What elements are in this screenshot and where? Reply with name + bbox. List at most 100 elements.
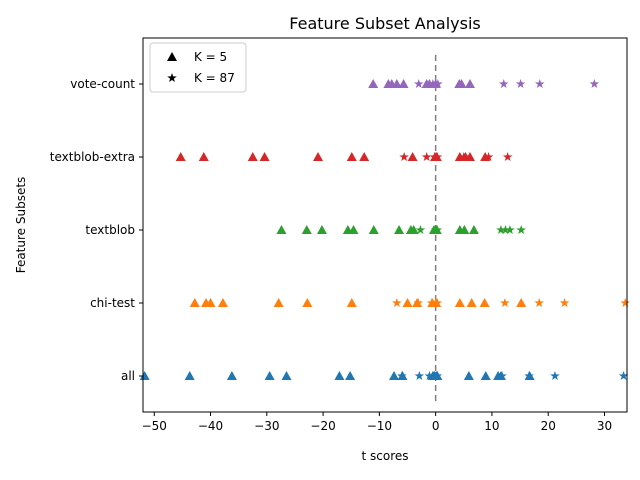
point-k87-textblob — [432, 225, 443, 235]
legend: K = 5 K = 87 — [149, 42, 247, 93]
x-tick-label: −50 — [142, 419, 167, 433]
point-k87-chi-test — [620, 298, 631, 308]
point-k87-all — [397, 371, 407, 381]
point-k87-textblob-extra — [399, 152, 409, 162]
point-k5-all — [281, 371, 292, 380]
point-k5-textblob — [468, 225, 479, 234]
point-k87-vote-count — [433, 79, 443, 89]
point-k5-textblob-extra — [346, 152, 357, 161]
legend-triangle-icon — [167, 52, 177, 61]
point-k87-textblob — [415, 225, 426, 235]
point-k87-vote-count — [498, 79, 509, 89]
point-k87-all — [424, 371, 435, 381]
x-tick-label: −40 — [198, 419, 223, 433]
point-k5-vote-count — [398, 79, 409, 88]
x-tick-label: 30 — [597, 419, 612, 433]
point-k87-vote-count — [515, 79, 526, 89]
point-k87-textblob — [516, 225, 526, 235]
point-k5-all — [345, 371, 356, 380]
point-k87-textblob — [496, 225, 506, 235]
point-k87-textblob-extra — [421, 152, 432, 162]
point-k87-textblob — [505, 225, 515, 235]
point-k5-chi-test — [189, 298, 200, 307]
point-k5-textblob-extra — [198, 152, 209, 161]
point-k87-chi-test — [426, 298, 437, 308]
point-k87-vote-count — [428, 79, 438, 89]
point-k87-all — [414, 371, 425, 381]
point-k5-all — [226, 371, 237, 380]
point-k5-all — [139, 371, 150, 380]
point-k87-textblob — [500, 225, 511, 235]
x-tick-label: 10 — [484, 419, 499, 433]
x-tick-label: −20 — [310, 419, 335, 433]
point-k5-textblob-extra — [175, 152, 186, 161]
point-k87-chi-test — [432, 298, 443, 308]
point-k5-chi-test — [273, 298, 284, 307]
point-k87-textblob-extra — [483, 152, 494, 162]
point-k5-chi-test — [402, 298, 413, 307]
point-k87-chi-test — [534, 298, 544, 308]
point-k5-chi-test — [205, 298, 216, 307]
point-k87-textblob-extra — [502, 152, 513, 162]
point-k5-textblob — [276, 225, 287, 234]
legend-star-icon — [167, 73, 177, 83]
y-axis-label: Feature Subsets — [14, 177, 28, 274]
plot-area-frame — [142, 37, 628, 413]
point-k5-vote-count — [368, 79, 379, 88]
point-k5-chi-test — [217, 298, 228, 307]
point-k5-vote-count — [391, 79, 402, 88]
point-k5-textblob-extra — [259, 152, 270, 161]
point-k5-all — [334, 371, 345, 380]
point-k5-textblob — [301, 225, 312, 234]
point-k5-textblob — [459, 225, 470, 234]
y-tick-label-vote-count: vote-count — [70, 77, 135, 91]
point-k87-chi-test — [559, 298, 570, 308]
point-k5-chi-test — [302, 298, 313, 307]
point-k87-vote-count — [535, 79, 545, 89]
x-tick-label: 20 — [541, 419, 556, 433]
point-k87-chi-test — [413, 298, 423, 308]
point-k87-textblob-extra — [432, 152, 443, 162]
point-k5-all — [184, 371, 195, 380]
data-points-layer — [139, 79, 631, 381]
point-k5-all — [389, 371, 400, 380]
point-k5-chi-test — [479, 298, 490, 307]
x-tick-label: −30 — [254, 419, 279, 433]
y-axis: all chi-test textblob textblob-extra vote-co… — [50, 77, 143, 383]
x-tick-label: −10 — [367, 419, 392, 433]
point-k5-textblob-extra — [247, 152, 258, 161]
point-k87-chi-test — [392, 298, 402, 308]
y-tick-label-textblob-extra: textblob-extra — [50, 150, 135, 164]
point-k5-textblob — [408, 225, 419, 234]
point-k87-vote-count — [589, 79, 600, 89]
point-k87-textblob-extra — [459, 152, 469, 162]
legend-label: K = 5 — [194, 50, 227, 64]
y-tick-label-textblob: textblob — [85, 223, 135, 237]
point-k5-textblob — [316, 225, 327, 234]
point-k5-chi-test — [466, 298, 477, 307]
y-tick-label-all: all — [121, 369, 135, 383]
point-k5-chi-test — [346, 298, 357, 307]
point-k5-all — [264, 371, 275, 380]
point-k5-vote-count — [464, 79, 475, 88]
point-k87-all — [432, 371, 443, 381]
point-k5-chi-test — [454, 298, 465, 307]
x-tick-label: 0 — [432, 419, 440, 433]
point-k87-all — [550, 371, 560, 381]
point-k87-all — [618, 371, 629, 381]
point-k5-textblob-extra — [313, 152, 324, 161]
point-k5-vote-count — [456, 79, 467, 88]
point-k5-textblob — [348, 225, 359, 234]
point-k87-all — [497, 371, 507, 381]
point-k5-textblob-extra — [359, 152, 370, 161]
point-k5-textblob — [368, 225, 379, 234]
x-axis: −50 −40 −30 −20 −10 0 10 20 30 — [142, 412, 612, 433]
point-k5-textblob-extra — [464, 152, 475, 161]
point-k5-all — [480, 371, 491, 380]
point-k5-textblob-extra — [407, 152, 418, 161]
point-k87-vote-count — [414, 79, 424, 89]
point-k5-textblob — [394, 225, 405, 234]
legend-label: K = 87 — [194, 71, 235, 85]
point-k87-chi-test — [500, 298, 510, 308]
